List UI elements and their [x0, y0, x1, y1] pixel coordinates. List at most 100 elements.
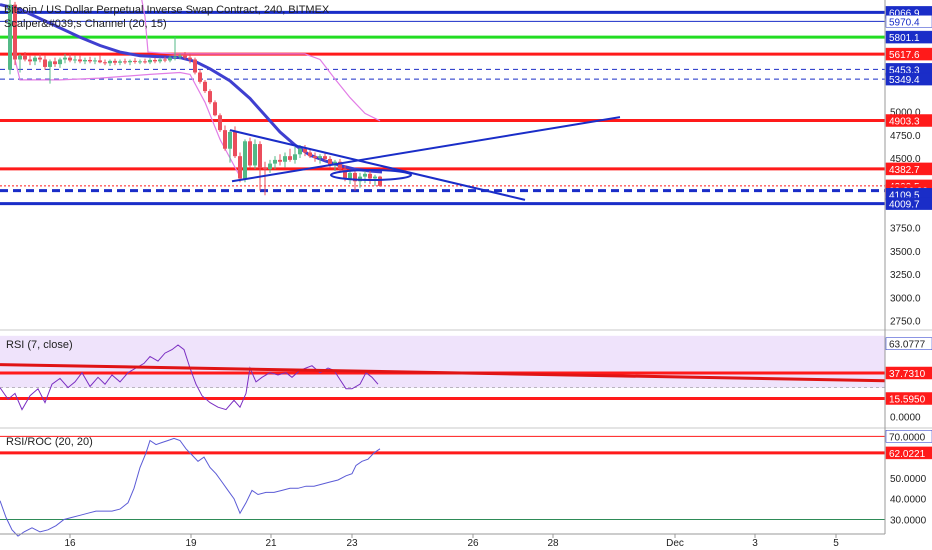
candle-body	[193, 59, 197, 73]
candle-body	[23, 55, 27, 60]
candle-body	[243, 141, 247, 179]
trendlines-group[interactable]	[229, 116, 621, 201]
candle-body	[313, 156, 317, 159]
rsi-tick-label: 0.0000	[890, 413, 921, 424]
price-levels	[0, 10, 885, 206]
price-badge: 5970.4	[889, 17, 920, 28]
candle-body	[133, 60, 137, 62]
price-badge-bg	[885, 47, 932, 61]
rsi-badge-bg	[885, 337, 932, 350]
roc-panel[interactable]: RSI/ROC (20, 20)	[0, 427, 932, 537]
candle-body	[308, 152, 312, 157]
candle-body	[218, 115, 222, 131]
trendline[interactable]	[229, 129, 526, 201]
rsi-line	[0, 344, 379, 411]
price-panel[interactable]: Bitcoin / US Dollar Perpetual Inverse Sw…	[0, 0, 885, 206]
candle-body	[93, 60, 97, 62]
price-axis[interactable]: 5000.0 4750.0 4500.0 3750.0 3500.0 3250.0 3000…	[884, 0, 932, 534]
roc-levels	[0, 435, 885, 520]
candle-body	[108, 60, 112, 64]
time-tick-label: 3	[752, 538, 758, 549]
price-badge-bg	[885, 114, 932, 127]
candle-body	[293, 154, 297, 160]
roc-badge: 62.0221	[889, 449, 926, 460]
price-badge: 5801.1	[889, 33, 920, 44]
price-badge: 4009.7	[889, 200, 920, 211]
rsi-trendline[interactable]	[0, 363, 886, 383]
roc-label: RSI/ROC (20, 20)	[6, 436, 93, 448]
price-tick-label: 3750.0	[890, 224, 921, 235]
price-tick-labels: 5000.0 4750.0 4500.0 3750.0 3500.0 3250.0 3000…	[890, 108, 927, 527]
time-tick-label: 26	[467, 538, 479, 549]
price-badge: 4903.3	[889, 117, 920, 128]
candle-body	[43, 59, 47, 67]
roc-tick-label: 40.0000	[890, 495, 927, 506]
candle-body	[153, 59, 157, 62]
rsi-panel[interactable]: RSI (7, close)	[0, 329, 932, 411]
price-badge: 5617.6	[889, 50, 920, 61]
candle-body	[163, 59, 167, 61]
highlight-ellipse	[330, 169, 412, 181]
candle-body	[223, 130, 227, 149]
candle-body	[103, 62, 107, 64]
candle-body	[173, 56, 177, 58]
candle-body	[268, 163, 272, 170]
candle-body	[353, 172, 357, 182]
candle-body	[378, 176, 382, 186]
candle-body	[48, 61, 52, 67]
time-tick-label: 21	[265, 538, 277, 549]
price-badge-bg	[885, 15, 932, 28]
rsi-badge: 63.0777	[889, 340, 926, 351]
candle-body	[253, 144, 257, 166]
candle-body	[238, 156, 242, 179]
price-tick-label: 5000.0	[890, 108, 921, 119]
price-badge: 5453.3	[889, 65, 920, 76]
scalper-channel-lower	[14, 59, 241, 177]
candle-body	[68, 57, 72, 61]
candle-body	[288, 156, 292, 160]
candle-body	[78, 59, 82, 62]
price-badge: 4382.7	[889, 165, 920, 176]
candle-body	[123, 61, 127, 63]
candle-body	[263, 167, 267, 170]
time-tick-labels: 16 19 21 23 26 28 Dec 3 5	[64, 534, 839, 549]
rsi-badge: 15.5950	[889, 395, 926, 406]
time-axis[interactable]: 16 19 21 23 26 28 Dec 3 5	[0, 533, 885, 549]
roc-badge-bg	[885, 430, 932, 443]
candle-body	[63, 57, 67, 60]
roc-tick-label: 50.0000	[890, 474, 927, 485]
candle-body	[328, 158, 332, 166]
candle-body	[278, 159, 282, 162]
candle-body	[188, 57, 192, 60]
price-tick-label: 3500.0	[890, 247, 921, 258]
candle-body	[113, 60, 117, 63]
candle-body	[158, 59, 162, 62]
rsi-label: RSI (7, close)	[6, 339, 73, 351]
price-tick-label: 3250.0	[890, 270, 921, 281]
trendline[interactable]	[231, 116, 621, 183]
candle-body	[8, 4, 12, 70]
candle-body	[303, 148, 307, 153]
candle-body	[258, 144, 262, 168]
candle-body	[58, 59, 62, 65]
candle-body	[318, 156, 322, 159]
roc-badge-bg	[885, 446, 932, 460]
candle-body	[148, 59, 152, 63]
chart-title: Bitcoin / US Dollar Perpetual Inverse Sw…	[4, 4, 330, 16]
candle-body	[228, 132, 232, 149]
candle-body	[213, 102, 217, 116]
candles-group	[8, 0, 382, 196]
rsi-band	[0, 335, 885, 388]
indicator-label: Scalper&#039;s Channel (20, 15)	[4, 18, 167, 30]
candle-body	[13, 4, 17, 60]
candle-body	[83, 59, 87, 62]
roc-line	[0, 437, 381, 537]
candle-body	[348, 172, 352, 179]
price-badge: 6066.9	[889, 8, 920, 19]
candle-body	[208, 91, 212, 103]
candle-body	[118, 61, 122, 63]
rsi-badge-bg	[885, 366, 932, 380]
candle-body	[273, 159, 277, 164]
